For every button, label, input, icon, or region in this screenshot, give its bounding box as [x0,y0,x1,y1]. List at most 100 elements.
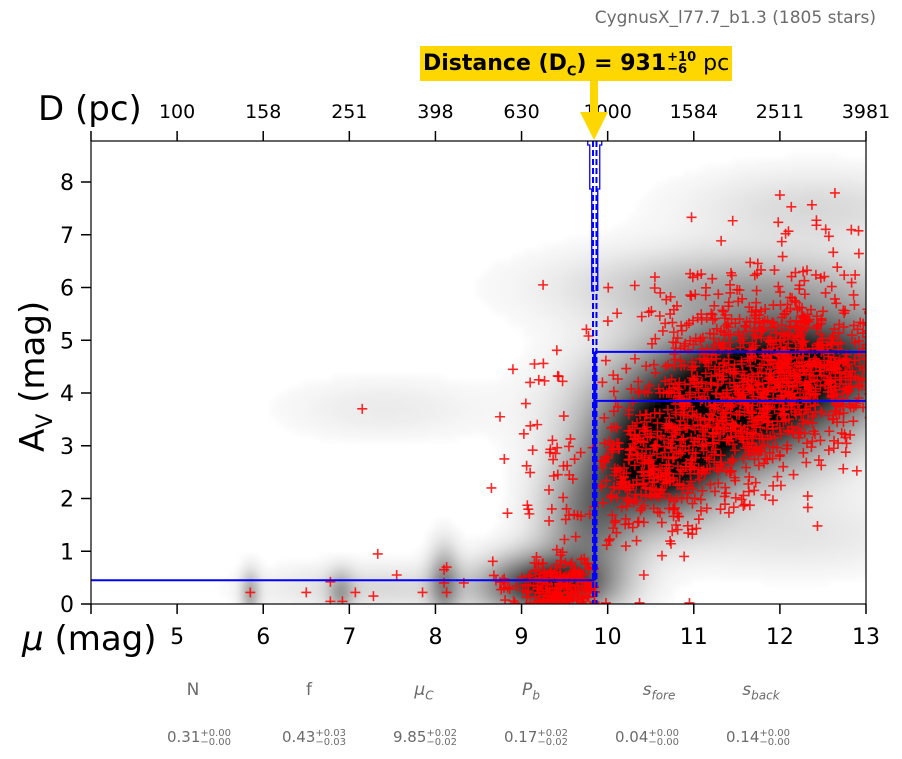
density-cell [625,249,632,256]
density-cell [613,459,620,466]
density-cell [661,225,668,232]
density-cell [517,393,524,400]
density-cell [823,255,830,262]
density-cell [403,567,410,574]
density-cell [571,579,578,586]
density-cell [529,495,536,502]
density-cell [661,573,668,580]
density-cell [385,579,392,586]
density-cell [505,309,512,316]
density-cell [859,219,866,226]
density-cell [475,423,482,430]
density-cell [505,297,512,304]
density-cell [565,327,572,334]
density-cell [631,393,638,400]
density-cell [391,435,398,442]
density-cell [637,501,644,508]
density-cell [745,495,752,502]
density-cell [763,243,770,250]
density-cell [655,363,662,370]
density-cell [691,213,698,220]
density-cell [619,597,626,604]
density-cell [841,537,848,544]
density-cell [367,381,374,388]
density-cell [253,567,260,574]
density-cell [439,549,446,556]
density-cell [643,291,650,298]
density-cell [727,549,734,556]
density-cell [805,219,812,226]
density-cell [355,393,362,400]
density-cell [547,333,554,340]
density-cell [685,243,692,250]
density-cell [379,435,386,442]
density-cell [823,483,830,490]
density-cell [697,489,704,496]
density-cell [823,405,830,412]
density-cell [613,417,620,424]
density-cell [601,291,608,298]
density-cell [769,513,776,520]
density-cell [523,537,530,544]
density-cell [499,411,506,418]
density-cell [823,567,830,574]
density-cell [529,513,536,520]
density-cell [685,453,692,460]
density-cell [793,339,800,346]
density-cell [541,537,548,544]
density-cell [397,573,404,580]
density-cell [733,165,740,172]
density-cell [511,537,518,544]
density-cell [379,591,386,598]
density-cell [727,555,734,562]
density-cell [517,411,524,418]
density-cell [727,309,734,316]
density-cell [721,561,728,568]
density-cell [673,237,680,244]
density-cell [517,549,524,556]
density-cell [637,423,644,430]
density-cell [631,261,638,268]
density-cell [715,243,722,250]
density-cell [493,297,500,304]
density-cell [535,351,542,358]
density-cell [685,555,692,562]
density-cell [505,465,512,472]
density-cell [793,237,800,244]
density-cell [853,195,860,202]
density-cell [505,399,512,406]
density-cell [829,441,836,448]
density-cell [577,393,584,400]
density-cell [697,231,704,238]
density-cell [637,381,644,388]
density-cell [565,345,572,352]
density-cell [415,393,422,400]
density-cell [559,525,566,532]
density-cell [541,327,548,334]
density-cell [667,201,674,208]
density-cell [703,513,710,520]
density-cell [613,249,620,256]
density-cell [853,507,860,514]
density-cell [823,213,830,220]
density-cell [541,417,548,424]
density-cell [493,555,500,562]
density-cell [637,309,644,316]
density-cell [619,387,626,394]
density-cell [691,285,698,292]
density-cell [685,249,692,256]
density-cell [325,597,332,604]
density-cell [397,567,404,574]
density-cell [661,243,668,250]
density-cell [739,339,746,346]
density-cell [547,387,554,394]
density-cell [487,297,494,304]
density-cell [697,483,704,490]
density-cell [643,231,650,238]
density-cell [613,381,620,388]
density-cell [685,267,692,274]
density-cell [775,513,782,520]
density-cell [535,429,542,436]
density-cell [565,501,572,508]
density-cell [673,465,680,472]
